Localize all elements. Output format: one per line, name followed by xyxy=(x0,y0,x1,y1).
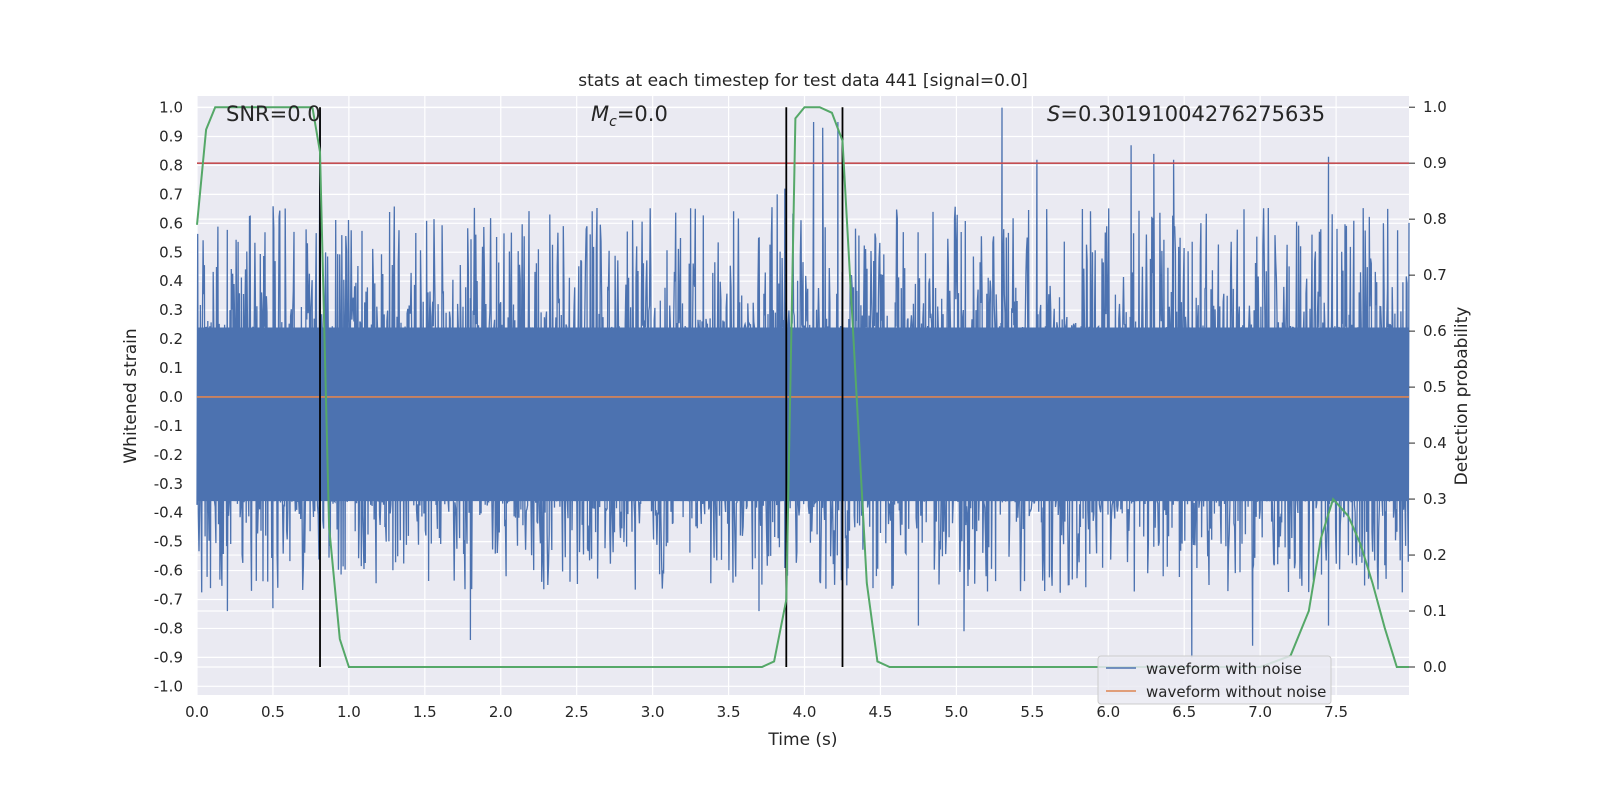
x-tick-label: 7.5 xyxy=(1324,703,1348,721)
y-tick-label: 0.7 xyxy=(159,185,183,203)
y-right-tick-label: 0.7 xyxy=(1423,266,1447,284)
chirp-mass-subscript: c xyxy=(609,114,617,130)
y-right-tick-label: 0.2 xyxy=(1423,546,1447,564)
y-axis-right-label: Detection probability xyxy=(1452,307,1472,486)
x-tick-label: 4.0 xyxy=(793,703,817,721)
noise-series xyxy=(196,107,1410,658)
noise-waveform-line xyxy=(196,107,1410,658)
y-tick-label: -0.2 xyxy=(154,446,183,464)
y-right-tick-label: 0.9 xyxy=(1423,154,1447,172)
x-tick-label: 6.5 xyxy=(1172,703,1196,721)
x-tick-label: 7.0 xyxy=(1248,703,1272,721)
y-right-tick-label: 0.1 xyxy=(1423,602,1447,620)
y-tick-label: 0.4 xyxy=(159,272,183,290)
y-right-tick-label: 0.5 xyxy=(1423,378,1447,396)
chirp-mass-value: =0.0 xyxy=(617,102,668,126)
y-tick-label: -0.5 xyxy=(154,533,183,551)
x-tick-label: 2.5 xyxy=(565,703,589,721)
x-tick-label: 1.0 xyxy=(337,703,361,721)
legend-label-noise: waveform with noise xyxy=(1146,660,1302,678)
legend: waveform with noise waveform without noi… xyxy=(1097,655,1332,705)
chirp-mass-annotation: Mc=0.0 xyxy=(591,102,668,130)
y-axis-right-ticks: 0.0 0.1 0.2 0.3 0.4 0.5 0.6 0.7 0.8 0.9 1.0 xyxy=(1409,98,1447,676)
y-tick-label: 0.5 xyxy=(159,243,183,261)
y-tick-label: -0.3 xyxy=(154,475,183,493)
y-tick-label: -0.9 xyxy=(154,648,183,666)
probability-series xyxy=(196,106,1409,668)
x-axis-label: Time (s) xyxy=(767,730,837,750)
y-tick-label: -0.6 xyxy=(154,562,183,580)
y-tick-label: 0.0 xyxy=(159,388,183,406)
y-right-tick-label: 0.0 xyxy=(1423,658,1447,676)
y-right-tick-label: 1.0 xyxy=(1423,98,1447,116)
y-tick-label: -1.0 xyxy=(154,677,183,695)
x-tick-label: 3.0 xyxy=(641,703,665,721)
y-right-tick-label: 0.6 xyxy=(1423,322,1447,340)
chirp-mass-symbol: M xyxy=(591,102,609,126)
y-axis-label: Whitened strain xyxy=(121,328,141,463)
x-tick-label: 2.0 xyxy=(489,703,513,721)
x-axis-ticks: 0.0 0.5 1.0 1.5 2.0 2.5 3.0 3.5 4.0 4.5 5.0 5.5 6.0 6… xyxy=(185,703,1348,721)
x-tick-label: 6.0 xyxy=(1096,703,1120,721)
y-tick-label: -0.7 xyxy=(154,591,183,609)
y-tick-label: 0.9 xyxy=(159,128,183,146)
y-right-tick-label: 0.4 xyxy=(1423,434,1447,452)
x-tick-label: 0.5 xyxy=(261,703,285,721)
y-tick-label: -0.1 xyxy=(154,417,183,435)
y-tick-label: 0.1 xyxy=(159,359,183,377)
noise-band xyxy=(197,327,1409,502)
y-right-tick-label: 0.8 xyxy=(1423,210,1447,228)
legend-label-clean: waveform without noise xyxy=(1146,683,1326,701)
score-symbol: S xyxy=(1047,102,1060,126)
y-tick-label: 0.6 xyxy=(159,214,183,232)
x-tick-label: 4.5 xyxy=(869,703,893,721)
y-tick-label: 0.8 xyxy=(159,156,183,174)
score-annotation: S=0.30191004276275635 xyxy=(1047,102,1325,126)
x-tick-label: 3.5 xyxy=(717,703,741,721)
probability-line xyxy=(196,106,1409,668)
x-tick-label: 5.5 xyxy=(1020,703,1044,721)
y-tick-label: -0.8 xyxy=(154,619,183,637)
x-tick-label: 5.0 xyxy=(944,703,968,721)
y-axis-ticks: -1.0 -0.9 -0.8 -0.7 -0.6 -0.5 -0.4 -0.3 -0.2 -0.1… xyxy=(154,99,183,696)
x-tick-label: 1.5 xyxy=(413,703,437,721)
y-tick-label: 0.2 xyxy=(159,330,183,348)
chart-title: stats at each timestep for test data 441… xyxy=(578,71,1028,91)
snr-annotation: SNR=0.0 xyxy=(226,102,321,126)
y-tick-label: -0.4 xyxy=(154,504,183,522)
y-tick-label: 0.3 xyxy=(159,301,183,319)
legend-box xyxy=(1097,655,1332,705)
x-tick-label: 0.0 xyxy=(185,703,209,721)
score-value: =0.30191004276275635 xyxy=(1060,102,1325,126)
y-right-tick-label: 0.3 xyxy=(1423,490,1447,508)
y-tick-label: 1.0 xyxy=(159,99,183,117)
